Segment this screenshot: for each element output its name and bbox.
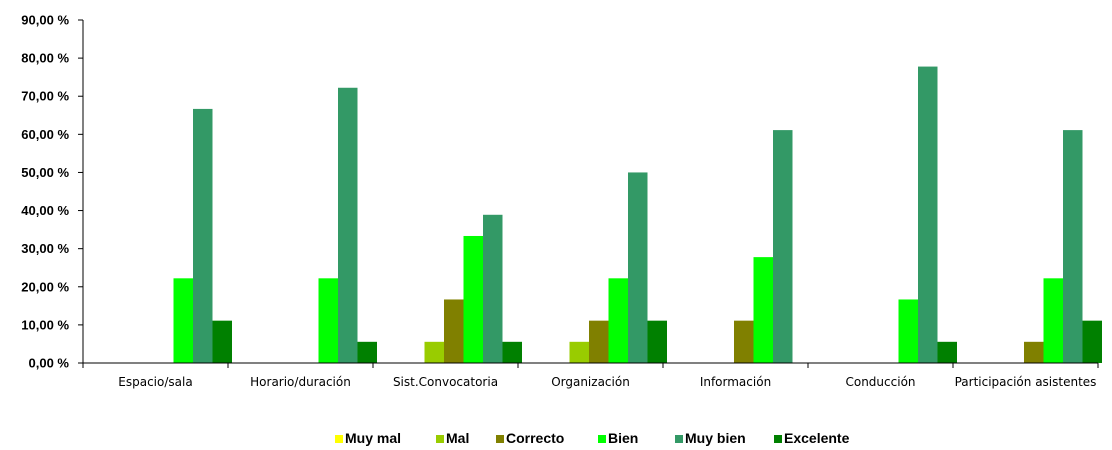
bar-bien — [898, 299, 918, 363]
bar-correcto — [444, 299, 464, 363]
bar-bien — [1043, 278, 1063, 363]
bar-excelente — [212, 320, 232, 363]
y-tick-label: 80,00 % — [21, 51, 69, 66]
legend-label: Excelente — [784, 430, 850, 446]
category-label: Conducción — [845, 375, 915, 389]
legend-swatch — [675, 435, 683, 443]
bar-bien — [318, 278, 338, 363]
legend: Muy mal Mal Correcto Bien Muy bien Excelente — [335, 430, 850, 446]
legend-swatch — [598, 435, 606, 443]
y-tick-label: 50,00 % — [21, 165, 69, 180]
y-tick-label: 20,00 % — [21, 279, 69, 294]
y-tick-label: 90,00 % — [21, 13, 69, 28]
bar-muy-bien — [1063, 130, 1083, 363]
bar-mal — [569, 341, 589, 363]
bar-excelente — [357, 341, 377, 363]
bar-correcto — [734, 320, 754, 363]
y-tick-label: 40,00 % — [21, 203, 69, 218]
bar-muy-bien — [193, 108, 213, 363]
bar-bien — [173, 278, 193, 363]
legend-swatch — [774, 435, 782, 443]
legend-swatch — [335, 435, 343, 443]
legend-label: Correcto — [506, 430, 564, 446]
category-label: Organización — [551, 375, 630, 389]
legend-label: Mal — [446, 430, 469, 446]
bar-muy-bien — [628, 172, 648, 363]
y-tick-label: 0,00 % — [29, 356, 70, 371]
bar-bien — [463, 235, 483, 363]
legend-label: Muy mal — [345, 430, 401, 446]
bar-correcto — [589, 320, 609, 363]
bar-excelente — [937, 341, 957, 363]
bar-bien — [608, 278, 628, 363]
category-label: Sist.Convocatoria — [393, 375, 498, 389]
category-label: Horario/duración — [250, 375, 351, 389]
bar-mal — [424, 341, 444, 363]
bar-correcto — [1024, 341, 1044, 363]
bars — [173, 66, 1102, 363]
y-axis-ticks: 0,00 % 10,00 % 20,00 % 30,00 % 40,00 % 50,00 … — [21, 13, 83, 371]
bar-excelente — [502, 341, 522, 363]
y-tick-label: 10,00 % — [21, 317, 69, 332]
bar-muy-bien — [338, 87, 358, 363]
legend-label: Bien — [608, 430, 638, 446]
x-axis-categories: Espacio/sala Horario/duración Sist.Convoca… — [82, 363, 1099, 389]
y-tick-label: 30,00 % — [21, 241, 69, 256]
category-label: Participación asistentes — [955, 375, 1097, 389]
bar-excelente — [1082, 320, 1102, 363]
legend-label: Muy bien — [685, 430, 746, 446]
bar-bien — [753, 257, 773, 363]
bar-excelente — [647, 320, 667, 363]
legend-swatch — [436, 435, 444, 443]
bar-muy-bien — [483, 214, 503, 363]
y-tick-label: 70,00 % — [21, 89, 69, 104]
bar-muy-bien — [773, 130, 793, 363]
legend-swatch — [496, 435, 504, 443]
y-tick-label: 60,00 % — [21, 127, 69, 142]
bar-muy-bien — [918, 66, 938, 363]
category-label: Espacio/sala — [118, 375, 192, 389]
category-label: Información — [700, 375, 771, 389]
